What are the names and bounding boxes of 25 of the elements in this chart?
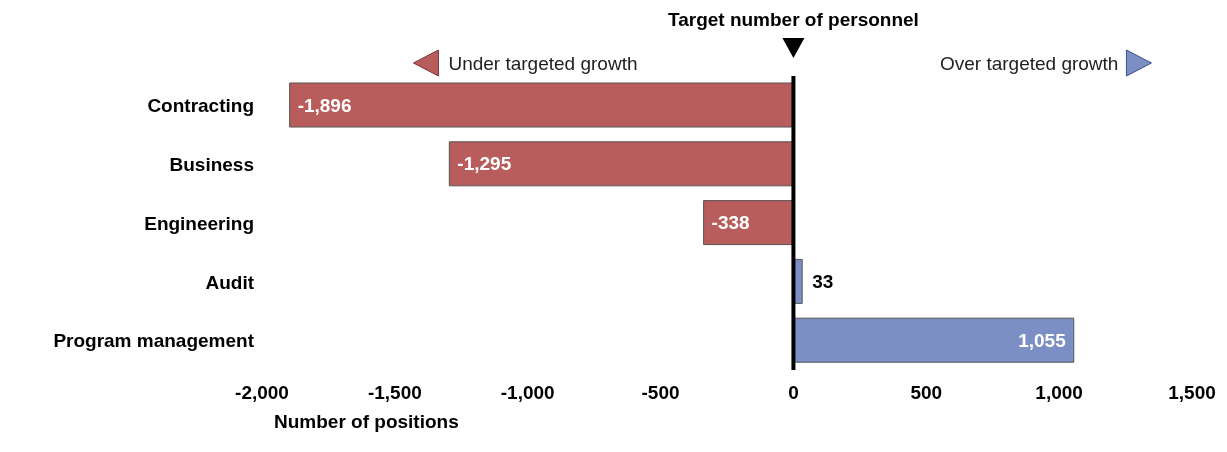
y-tick-label: Audit [205, 271, 255, 293]
bar [792, 317, 1075, 363]
bar [448, 141, 794, 187]
data-label: 1,055 [1018, 329, 1067, 351]
bar [289, 82, 794, 128]
x-tick-label: -1,500 [367, 382, 422, 404]
x-tick-label: 0 [788, 382, 799, 404]
x-tick-label: 1,500 [1168, 382, 1216, 404]
y-tick-label: Business [169, 153, 254, 175]
x-axis-title: Number of positions [274, 411, 459, 432]
x-tick-label: -500 [641, 382, 680, 404]
x-tick-label: 500 [910, 382, 943, 404]
y-tick-label: Contracting [147, 95, 254, 117]
y-tick-label: Engineering [144, 212, 254, 234]
data-label: -1,295 [457, 153, 512, 175]
text: Under targeted growth [448, 52, 638, 74]
data-label: 33 [812, 271, 834, 293]
text: Over targeted growth [939, 52, 1119, 74]
x-tick-label: -1,000 [500, 382, 555, 404]
data-label: -338 [711, 212, 750, 234]
x-tick-label: -2,000 [235, 382, 289, 404]
x-tick-label: 1,000 [1035, 382, 1083, 404]
y-tick-label: Program management [53, 330, 255, 352]
ref-line-label: Target number of personnel [667, 9, 919, 30]
data-label: -1,896 [297, 94, 352, 116]
